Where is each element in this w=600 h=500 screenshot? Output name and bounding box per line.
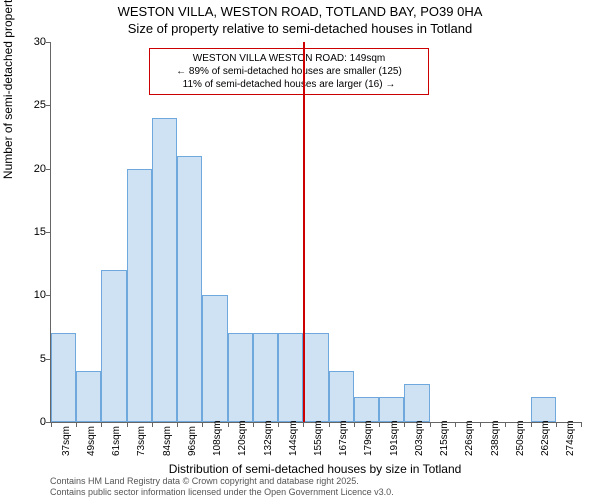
- x-tick-label: 73sqm: [136, 426, 147, 456]
- histogram-bar: [379, 397, 404, 422]
- histogram-bar: [127, 169, 152, 422]
- x-tick-label: 179sqm: [363, 420, 374, 456]
- x-tick-mark: [303, 422, 304, 427]
- x-tick-mark: [202, 422, 203, 427]
- y-tick-label: 0: [21, 416, 46, 428]
- x-tick-mark: [455, 422, 456, 427]
- y-tick-mark: [46, 105, 51, 106]
- x-tick-mark: [76, 422, 77, 427]
- histogram-bar: [354, 397, 379, 422]
- x-tick-label: 191sqm: [389, 420, 400, 456]
- x-tick-label: 61sqm: [111, 426, 122, 456]
- x-tick-label: 84sqm: [162, 426, 173, 456]
- x-tick-label: 49sqm: [86, 426, 97, 456]
- x-tick-label: 274sqm: [565, 420, 576, 456]
- x-tick-mark: [51, 422, 52, 427]
- y-tick-label: 25: [21, 99, 46, 111]
- x-axis-label: Distribution of semi-detached houses by …: [50, 462, 580, 476]
- y-tick-mark: [46, 42, 51, 43]
- x-tick-mark: [278, 422, 279, 427]
- x-tick-label: 96sqm: [187, 426, 198, 456]
- x-tick-label: 203sqm: [414, 420, 425, 456]
- x-tick-mark: [556, 422, 557, 427]
- histogram-bar: [51, 333, 76, 422]
- x-tick-mark: [531, 422, 532, 427]
- x-tick-label: 167sqm: [338, 420, 349, 456]
- y-tick-label: 15: [21, 226, 46, 238]
- x-tick-mark: [228, 422, 229, 427]
- histogram-bar: [253, 333, 278, 422]
- histogram-bar: [404, 384, 429, 422]
- x-tick-label: 262sqm: [540, 420, 551, 456]
- y-tick-mark: [46, 232, 51, 233]
- x-tick-mark: [329, 422, 330, 427]
- x-tick-mark: [127, 422, 128, 427]
- histogram-bar: [76, 371, 101, 422]
- y-tick-label: 20: [21, 163, 46, 175]
- marker-line: [303, 42, 305, 422]
- footer: Contains HM Land Registry data © Crown c…: [50, 476, 394, 498]
- x-tick-mark: [581, 422, 582, 427]
- x-tick-label: 37sqm: [61, 426, 72, 456]
- histogram-bar: [152, 118, 177, 422]
- x-tick-mark: [152, 422, 153, 427]
- annotation-line3: 11% of semi-detached houses are larger (…: [156, 78, 422, 91]
- x-tick-label: 120sqm: [237, 420, 248, 456]
- footer-line2: Contains public sector information licen…: [50, 487, 394, 498]
- annotation-box: WESTON VILLA WESTON ROAD: 149sqm ← 89% o…: [149, 48, 429, 95]
- x-tick-mark: [379, 422, 380, 427]
- histogram-bar: [101, 270, 126, 422]
- x-tick-label: 215sqm: [439, 420, 450, 456]
- histogram-bar: [228, 333, 253, 422]
- x-tick-label: 144sqm: [288, 420, 299, 456]
- x-tick-mark: [505, 422, 506, 427]
- x-tick-label: 226sqm: [464, 420, 475, 456]
- histogram-bar: [303, 333, 328, 422]
- histogram-bar: [202, 295, 227, 422]
- histogram-bar: [329, 371, 354, 422]
- chart-container: WESTON VILLA, WESTON ROAD, TOTLAND BAY, …: [0, 0, 600, 500]
- y-axis-label: Number of semi-detached properties: [1, 0, 15, 179]
- annotation-line1: WESTON VILLA WESTON ROAD: 149sqm: [156, 52, 422, 65]
- x-tick-label: 238sqm: [490, 420, 501, 456]
- x-tick-mark: [177, 422, 178, 427]
- chart-title: WESTON VILLA, WESTON ROAD, TOTLAND BAY, …: [0, 4, 600, 38]
- x-tick-label: 108sqm: [212, 420, 223, 456]
- x-tick-mark: [430, 422, 431, 427]
- x-tick-mark: [480, 422, 481, 427]
- y-tick-mark: [46, 295, 51, 296]
- plot-area: WESTON VILLA WESTON ROAD: 149sqm ← 89% o…: [50, 42, 581, 423]
- x-tick-mark: [101, 422, 102, 427]
- x-tick-label: 250sqm: [515, 420, 526, 456]
- title-line2: Size of property relative to semi-detach…: [128, 21, 472, 36]
- annotation-line2: ← 89% of semi-detached houses are smalle…: [156, 65, 422, 78]
- histogram-bar: [278, 333, 303, 422]
- x-tick-label: 155sqm: [313, 420, 324, 456]
- footer-line1: Contains HM Land Registry data © Crown c…: [50, 476, 394, 487]
- y-tick-label: 5: [21, 353, 46, 365]
- y-tick-label: 10: [21, 289, 46, 301]
- title-line1: WESTON VILLA, WESTON ROAD, TOTLAND BAY, …: [118, 4, 483, 19]
- x-tick-mark: [253, 422, 254, 427]
- x-tick-mark: [404, 422, 405, 427]
- x-tick-mark: [354, 422, 355, 427]
- y-tick-mark: [46, 169, 51, 170]
- y-tick-label: 30: [21, 36, 46, 48]
- histogram-bar: [531, 397, 556, 422]
- x-tick-label: 132sqm: [263, 420, 274, 456]
- histogram-bar: [177, 156, 202, 422]
